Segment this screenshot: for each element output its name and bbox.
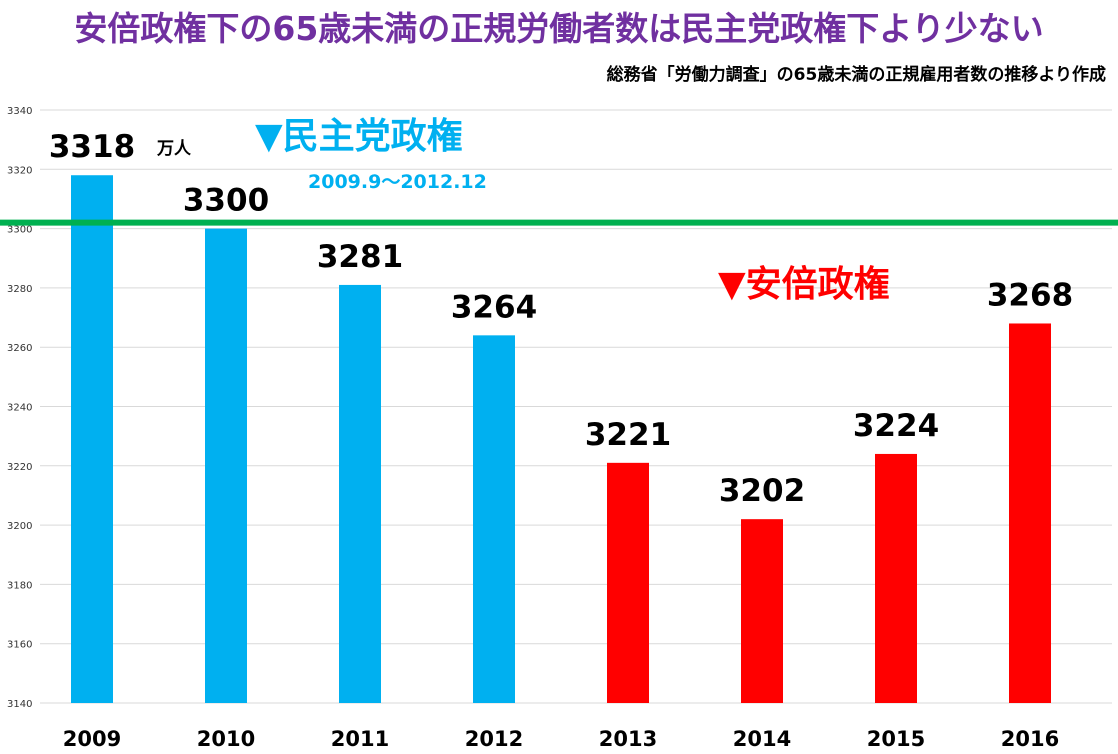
bar-2014 (741, 519, 783, 703)
data-label-2010: 3300 (183, 183, 269, 219)
bar-2010 (205, 228, 247, 703)
abe-era-label: ▼安倍政権 (718, 264, 890, 305)
dem-era-label: ▼民主党政権 (255, 116, 463, 157)
x-tick-label-2012: 2012 (465, 727, 523, 751)
x-tick-label-2009: 2009 (63, 727, 121, 751)
unit-label: 万人 (156, 139, 192, 159)
data-label-2014: 3202 (719, 473, 805, 509)
dem-era-period: 2009.9〜2012.12 (308, 171, 487, 193)
chart-subtitle: 総務省「労働力調査」の65歳未満の正規雇用者数の推移より作成 (606, 65, 1106, 85)
x-axis-tick-labels: 2009 2010 2011 2012 2013 2014 2015 2016 (63, 727, 1059, 751)
data-label-2011: 3281 (317, 239, 403, 275)
bar-2011 (339, 284, 381, 703)
y-tick-label: 3240 (7, 403, 32, 414)
bar-2012 (473, 335, 515, 703)
data-label-2013: 3221 (585, 417, 671, 453)
y-tick-label: 3180 (7, 580, 32, 591)
bars (71, 175, 1051, 704)
data-label-2016: 3268 (987, 277, 1073, 313)
y-tick-label: 3320 (7, 165, 32, 176)
y-axis-tick-labels: 3140 3160 3180 3200 3220 3240 3260 3280 3300 3320… (7, 106, 32, 710)
x-tick-label-2011: 2011 (331, 727, 389, 751)
x-tick-label-2010: 2010 (197, 727, 255, 751)
chart-title: 安倍政権下の65歳未満の正規労働者数は民主党政権下より少ない (74, 9, 1044, 48)
bar-2016 (1009, 323, 1051, 703)
bar-2009 (71, 175, 113, 704)
y-tick-label: 3220 (7, 462, 32, 473)
y-tick-label: 3340 (7, 106, 32, 117)
bar-2013 (607, 462, 649, 703)
x-tick-label-2015: 2015 (867, 727, 925, 751)
bar-2015 (875, 453, 917, 703)
y-tick-label: 3140 (7, 699, 32, 710)
data-labels: 3318 3300 3281 3264 3221 3202 3224 3268 (49, 129, 1073, 509)
x-tick-label-2013: 2013 (599, 727, 657, 751)
data-label-2015: 3224 (853, 408, 939, 444)
x-tick-label-2014: 2014 (733, 727, 791, 751)
data-label-2012: 3264 (451, 289, 537, 325)
y-tick-label: 3280 (7, 284, 32, 295)
data-label-2009: 3318 (49, 129, 135, 165)
y-tick-label: 3300 (7, 225, 32, 236)
y-tick-label: 3260 (7, 343, 32, 354)
y-tick-label: 3200 (7, 521, 32, 532)
x-tick-label-2016: 2016 (1001, 727, 1059, 751)
y-tick-label: 3160 (7, 640, 32, 651)
